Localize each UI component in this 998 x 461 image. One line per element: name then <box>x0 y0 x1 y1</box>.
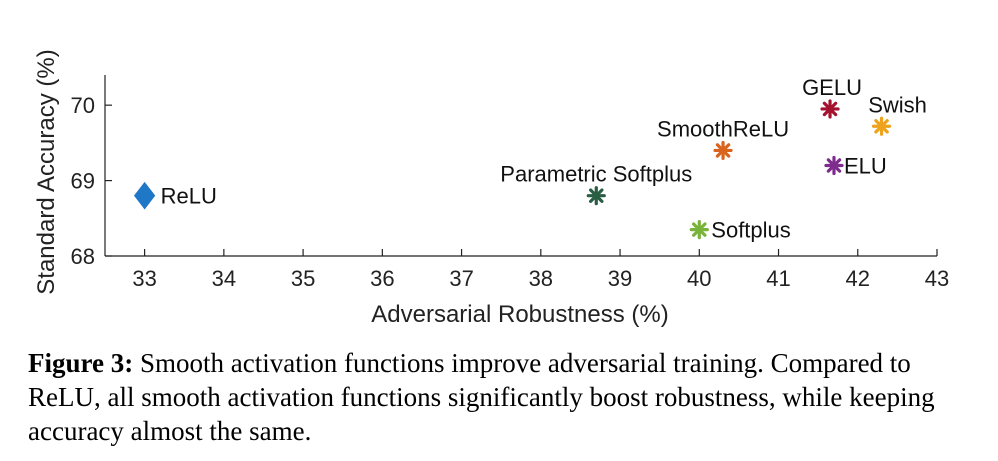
asterisk-marker <box>871 116 892 136</box>
asterisk-stroke <box>826 158 842 173</box>
point-label: Parametric Softplus <box>500 162 692 187</box>
point-label: Softplus <box>711 218 791 243</box>
y-tick-label: 68 <box>71 244 95 269</box>
asterisk-marker <box>820 99 840 119</box>
x-axis-label: Adversarial Robustness (%) <box>371 301 668 328</box>
asterisk-stroke <box>692 222 707 237</box>
data-point: Parametric Softplus <box>500 162 692 206</box>
y-ticks: 68 69 70 <box>71 93 112 269</box>
data-point: ReLU <box>133 181 217 210</box>
asterisk-stroke <box>589 188 604 203</box>
point-label: ELU <box>844 154 887 179</box>
asterisk-stroke <box>715 143 731 158</box>
asterisk-marker <box>824 155 844 176</box>
y-tick-label: 69 <box>71 169 95 194</box>
data-points: ReLU Parametric Softplus Softplus SmoothReL… <box>133 75 927 243</box>
figure-label: Figure 3: <box>28 348 134 378</box>
data-point: Swish <box>868 92 927 136</box>
y-tick-label: 70 <box>71 93 95 118</box>
x-tick-label: 33 <box>132 266 156 291</box>
point-label: SmoothReLU <box>657 116 789 141</box>
diamond-marker <box>133 181 156 210</box>
data-point: Softplus <box>689 218 791 243</box>
x-tick-label: 37 <box>449 266 473 291</box>
x-tick-label: 40 <box>687 266 711 291</box>
asterisk-stroke <box>874 119 889 134</box>
data-point: GELU <box>802 75 862 119</box>
x-tick-label: 38 <box>529 266 553 291</box>
x-tick-label: 34 <box>212 266 236 291</box>
figure-caption: Figure 3: Smooth activation functions im… <box>28 346 973 448</box>
point-label: GELU <box>802 75 862 100</box>
x-tick-label: 39 <box>608 266 632 291</box>
x-tick-label: 43 <box>925 266 949 291</box>
asterisk-stroke <box>822 101 838 117</box>
x-tick-label: 36 <box>370 266 394 291</box>
x-tick-label: 35 <box>291 266 315 291</box>
data-point: SmoothReLU <box>657 116 789 161</box>
asterisk-marker <box>689 220 709 240</box>
point-label: ReLU <box>161 184 217 209</box>
scatter-chart: 33 34 35 36 37 38 39 40 41 42 43 68 69 70 ReLU Parame… <box>33 49 949 328</box>
asterisk-marker <box>586 186 606 206</box>
y-axis-label: Standard Accuracy (%) <box>33 49 60 294</box>
point-label: Swish <box>868 92 927 117</box>
caption-text: Smooth activation functions improve adve… <box>28 348 935 446</box>
x-tick-label: 41 <box>766 266 790 291</box>
x-ticks: 33 34 35 36 37 38 39 40 41 42 43 <box>132 249 949 291</box>
asterisk-marker <box>713 140 733 161</box>
x-tick-label: 42 <box>846 266 870 291</box>
data-point: ELU <box>824 154 887 179</box>
